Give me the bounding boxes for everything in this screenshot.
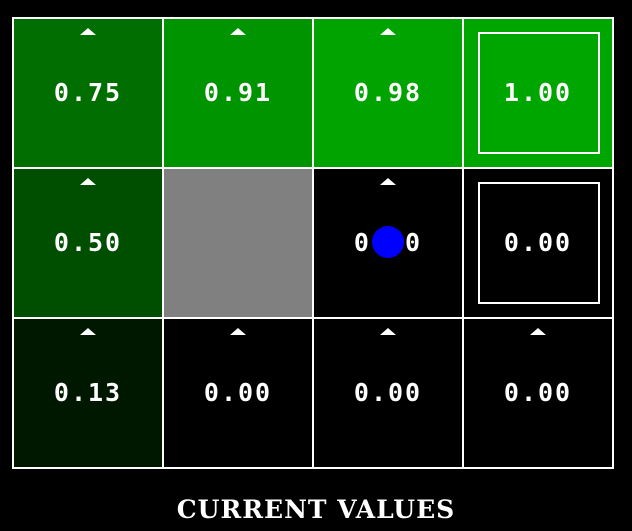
terminal-cell: 1.00 xyxy=(464,19,614,169)
gridworld-board: 0.75 0.91 0.98 1.00 0.50 0.00 0.00 0.13 0.00 0.00… xyxy=(12,17,614,469)
state-cell: 0.00 xyxy=(164,319,314,469)
state-cell: 0.00 xyxy=(314,169,464,319)
state-value: 0.00 xyxy=(353,378,423,407)
state-cell: 0.91 xyxy=(164,19,314,169)
policy-up-arrow-icon xyxy=(80,178,96,185)
policy-up-arrow-icon xyxy=(80,28,96,35)
policy-up-arrow-icon xyxy=(380,28,396,35)
state-cell: 0.50 xyxy=(14,169,164,319)
policy-up-arrow-icon xyxy=(230,328,246,335)
state-value: 0.00 xyxy=(503,378,573,407)
state-cell: 0.00 xyxy=(464,319,614,469)
state-value: 0.50 xyxy=(53,228,123,257)
state-value: 0.00 xyxy=(503,228,573,257)
wall-cell xyxy=(164,169,314,319)
state-cell: 0.75 xyxy=(14,19,164,169)
policy-up-arrow-icon xyxy=(80,328,96,335)
policy-up-arrow-icon xyxy=(380,178,396,185)
state-value: 0.00 xyxy=(203,378,273,407)
terminal-cell: 0.00 xyxy=(464,169,614,319)
policy-up-arrow-icon xyxy=(230,28,246,35)
terminal-marker xyxy=(478,182,600,304)
state-value: 0.75 xyxy=(53,78,123,107)
state-cell: 0.00 xyxy=(314,319,464,469)
state-cell: 0.13 xyxy=(14,319,164,469)
terminal-marker xyxy=(478,32,600,154)
caption: CURRENT VALUES xyxy=(176,495,456,524)
state-value: 0.91 xyxy=(203,78,273,107)
state-value: 0.13 xyxy=(53,378,123,407)
state-value: 0.98 xyxy=(353,78,423,107)
policy-up-arrow-icon xyxy=(530,328,546,335)
agent-marker xyxy=(372,226,404,258)
policy-up-arrow-icon xyxy=(380,328,396,335)
state-cell: 0.98 xyxy=(314,19,464,169)
state-value: 1.00 xyxy=(503,78,573,107)
